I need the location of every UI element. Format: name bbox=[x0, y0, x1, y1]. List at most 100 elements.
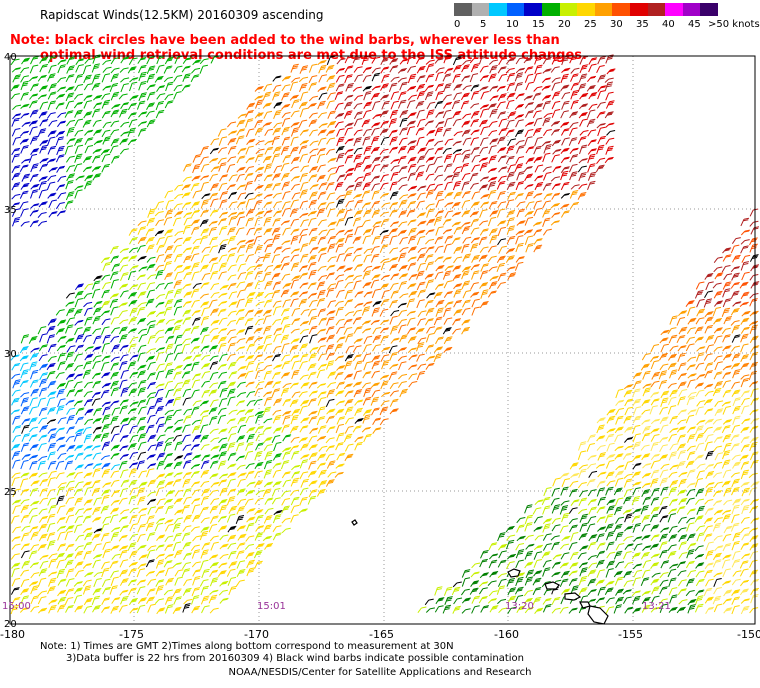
wind-barb bbox=[28, 336, 38, 344]
wind-barb bbox=[480, 91, 489, 100]
wind-barb bbox=[93, 497, 102, 506]
wind-barb bbox=[263, 238, 273, 245]
wind-barb bbox=[353, 210, 363, 218]
wind-barb bbox=[506, 553, 516, 560]
wind-barb bbox=[173, 306, 183, 316]
wind-barb bbox=[470, 110, 480, 119]
wind-barb bbox=[686, 578, 695, 587]
wind-barb bbox=[705, 471, 715, 479]
wind-barb bbox=[245, 336, 255, 344]
wind-barb bbox=[145, 228, 155, 236]
wind-barb bbox=[199, 400, 209, 407]
wind-barb bbox=[533, 207, 543, 217]
wind-barb bbox=[246, 227, 255, 236]
wind-barb bbox=[561, 100, 570, 110]
wind-barb bbox=[289, 81, 298, 92]
wind-barb bbox=[542, 182, 552, 191]
wind-barb bbox=[633, 543, 643, 551]
wind-barb bbox=[568, 607, 578, 614]
wind-barb bbox=[453, 226, 463, 235]
wind-barb bbox=[29, 93, 39, 100]
wind-barb bbox=[534, 607, 544, 615]
wind-barb bbox=[534, 182, 544, 191]
wind-barb bbox=[641, 489, 650, 498]
wind-barb bbox=[129, 533, 139, 541]
wind-barb bbox=[65, 180, 74, 190]
wind-barb bbox=[298, 76, 309, 83]
wind-barb bbox=[660, 329, 670, 336]
wind-barb bbox=[246, 481, 256, 487]
wind-barb bbox=[110, 327, 120, 334]
wind-barb bbox=[498, 57, 507, 66]
wind-barb bbox=[200, 480, 210, 488]
wind-barb bbox=[227, 525, 237, 533]
wind-barb bbox=[442, 127, 452, 137]
wind-barb bbox=[334, 355, 344, 362]
wind-barb bbox=[714, 272, 724, 280]
wind-barb bbox=[146, 217, 156, 227]
wind-barb bbox=[370, 92, 380, 101]
wind-barb bbox=[92, 605, 101, 613]
wind-barb bbox=[93, 129, 102, 136]
wind-barb bbox=[605, 122, 615, 128]
wind-barb bbox=[272, 469, 282, 478]
wind-barb bbox=[363, 91, 372, 101]
wind-barb bbox=[730, 522, 740, 532]
wind-barb bbox=[183, 552, 192, 561]
wind-barb bbox=[118, 604, 128, 613]
wind-barb bbox=[307, 154, 317, 164]
wind-barb bbox=[741, 271, 750, 281]
wind-barb bbox=[354, 225, 363, 236]
wind-barb bbox=[12, 425, 22, 433]
wind-barb bbox=[308, 269, 317, 280]
wind-barb bbox=[354, 418, 364, 424]
wind-barb bbox=[138, 64, 147, 74]
wind-barb bbox=[453, 299, 462, 308]
wind-barb bbox=[426, 326, 435, 334]
wind-barb bbox=[73, 471, 83, 479]
wind-barb bbox=[317, 353, 327, 361]
wind-barb bbox=[749, 441, 758, 452]
wind-barb bbox=[587, 180, 596, 190]
wind-barb bbox=[263, 325, 272, 335]
wind-barb bbox=[399, 110, 409, 118]
wind-barb bbox=[352, 425, 362, 433]
wind-barb bbox=[498, 607, 508, 614]
wind-barb bbox=[119, 108, 128, 118]
wind-barb bbox=[651, 586, 660, 595]
wind-barb bbox=[299, 343, 308, 352]
wind-barb bbox=[218, 254, 228, 263]
wind-barb bbox=[82, 481, 92, 488]
wind-barb bbox=[597, 90, 606, 100]
wind-barb bbox=[307, 470, 317, 478]
wind-barb bbox=[120, 369, 129, 379]
wind-barb bbox=[65, 337, 75, 344]
wind-barb bbox=[262, 155, 272, 164]
wind-barb bbox=[55, 309, 65, 316]
wind-barb bbox=[20, 499, 30, 505]
wind-barb bbox=[605, 433, 615, 442]
wind-barb bbox=[91, 487, 101, 497]
wind-barb bbox=[731, 237, 741, 244]
wind-barb bbox=[93, 571, 103, 578]
wind-barb bbox=[533, 244, 543, 253]
wind-barb bbox=[173, 264, 183, 272]
wind-barb bbox=[137, 387, 146, 397]
wind-barb bbox=[354, 199, 364, 208]
wind-barb bbox=[75, 407, 85, 416]
wind-barb bbox=[299, 228, 309, 236]
wind-barb bbox=[237, 472, 247, 478]
wind-barb bbox=[308, 82, 317, 91]
wind-barb bbox=[147, 491, 157, 497]
wind-barb bbox=[11, 443, 21, 451]
wind-barb bbox=[381, 289, 390, 299]
wind-barb bbox=[163, 253, 173, 263]
wind-barb bbox=[219, 199, 228, 209]
wind-barb bbox=[596, 111, 606, 119]
wind-barb bbox=[291, 99, 300, 109]
wind-barb bbox=[326, 389, 335, 398]
wind-barb bbox=[226, 163, 236, 173]
wind-barb bbox=[425, 333, 435, 343]
wind-barb bbox=[245, 217, 254, 227]
wind-barb bbox=[83, 390, 93, 398]
